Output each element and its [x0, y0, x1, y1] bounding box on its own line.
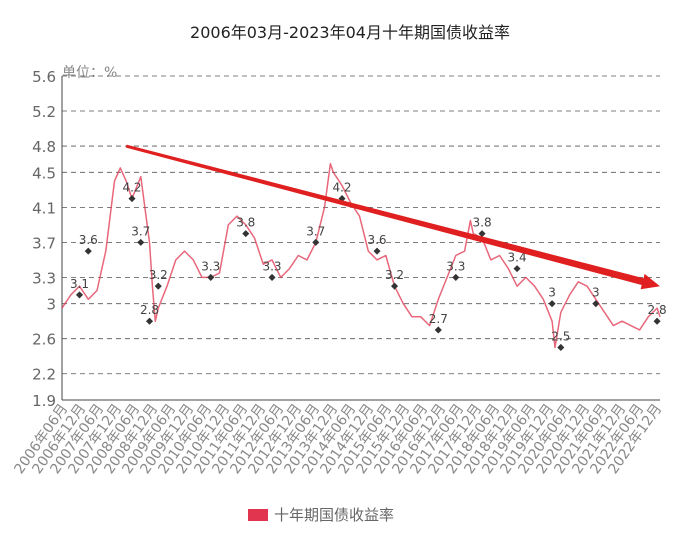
legend-label: 十年期国债收益率 [274, 506, 395, 524]
x-axis-ticks: 2006年06月2006年12月2007年06月2007年12月2008年06月… [11, 401, 665, 477]
chart-title: 2006年03月-2023年04月十年期国债收益率 [190, 23, 510, 42]
data-point [452, 273, 460, 281]
data-point [373, 247, 381, 255]
legend: 十年期国债收益率 [248, 504, 394, 525]
trend-arrow [125, 144, 661, 290]
y-tick-label: 2.2 [32, 366, 56, 384]
y-tick-label: 1.9 [32, 392, 56, 410]
data-point [513, 265, 521, 273]
data-label: 3.1 [70, 277, 89, 291]
data-point [154, 282, 162, 290]
data-label: 3.6 [79, 233, 98, 247]
data-point [75, 291, 84, 299]
y-tick-label: 2.6 [32, 331, 56, 349]
data-label: 3.8 [236, 216, 255, 230]
data-label: 3 [548, 286, 556, 300]
data-label: 3.7 [306, 224, 325, 238]
data-label: 3 [592, 286, 600, 300]
y-tick-label: 3.3 [32, 269, 56, 287]
y-axis-ticks: 5.6 5.2 4.8 4.5 4.1 3.7 3.3 3 2.6 2.2 1.9 [32, 68, 56, 410]
data-point [242, 230, 250, 238]
data-point [478, 230, 486, 238]
data-point [548, 300, 556, 308]
data-label: 2.8 [648, 303, 667, 317]
series-line-layer [61, 162, 661, 349]
y-tick-label: 5.6 [32, 68, 56, 86]
data-label: 4.2 [332, 181, 351, 195]
data-point [145, 317, 154, 325]
series-line [61, 162, 661, 349]
data-label: 4.2 [122, 181, 141, 195]
unit-label: 单位：% [62, 65, 117, 81]
data-label: 3.6 [367, 233, 386, 247]
data-label: 3.3 [201, 259, 220, 273]
data-point [434, 326, 442, 334]
y-tick-label: 5.2 [32, 103, 56, 121]
data-point [391, 282, 399, 290]
data-point [84, 247, 92, 255]
data-point [312, 238, 320, 246]
data-label: 3.3 [262, 259, 281, 273]
axes [61, 76, 660, 401]
data-point [137, 238, 145, 246]
y-tick-label: 3.7 [32, 234, 56, 252]
data-label: 2.7 [429, 312, 448, 326]
data-point [557, 343, 565, 351]
data-point [653, 317, 661, 325]
data-label: 3.8 [473, 216, 492, 230]
data-point [592, 300, 600, 308]
trend-arrow-shape [125, 144, 661, 290]
data-label: 3.4 [508, 251, 527, 265]
data-label: 3.7 [131, 224, 150, 238]
y-tick-label: 3 [46, 296, 56, 314]
legend-swatch [248, 508, 268, 521]
data-label: 2.5 [551, 329, 570, 343]
data-point [207, 273, 215, 281]
y-tick-label: 4.5 [32, 164, 56, 182]
y-tick-label: 4.1 [32, 199, 56, 217]
y-tick-label: 4.8 [32, 138, 56, 156]
grid-lines [62, 75, 660, 401]
data-label-layer: 3.1 3.6 4.2 3.7 2.8 3.2 3.3 3.8 3.3 3.7 4.2 3.6 3.2 2… [70, 181, 667, 351]
data-label: 3.2 [385, 268, 404, 282]
data-label: 2.8 [140, 303, 159, 317]
data-point [128, 195, 136, 203]
data-label: 3.3 [446, 259, 465, 273]
data-point [268, 273, 276, 281]
data-label: 3.2 [149, 268, 168, 282]
